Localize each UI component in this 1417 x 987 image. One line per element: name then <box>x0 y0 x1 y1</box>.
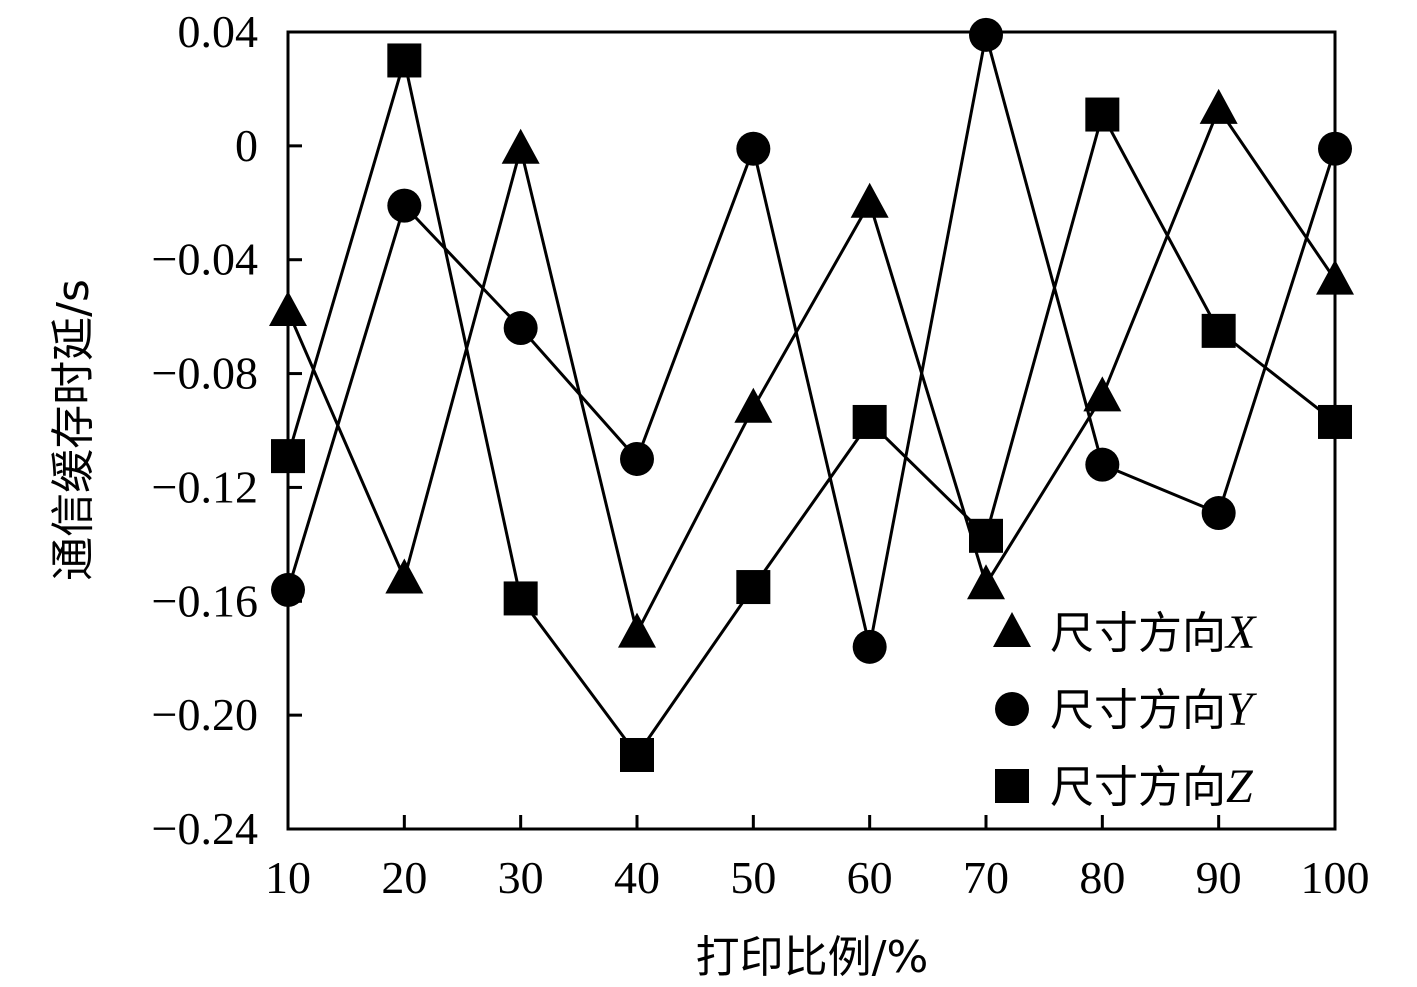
legend-marker-x <box>993 612 1031 647</box>
y-tick-label: −0.24 <box>152 803 258 854</box>
plot-frame <box>286 30 1337 831</box>
legend-label-y: 尺寸方向Y <box>1050 683 1257 736</box>
legend-item-x: 尺寸方向X <box>993 606 1257 659</box>
legend-label-x: 尺寸方向X <box>1050 606 1257 659</box>
y-tick-label: −0.20 <box>152 689 258 740</box>
x-axis-ticks: 10 20 30 40 50 60 70 80 90 100 <box>265 815 1370 903</box>
legend-label-var: Z <box>1226 760 1254 813</box>
legend-label-z: 尺寸方向Z <box>1050 760 1254 813</box>
series-z-point <box>736 570 771 605</box>
x-tick-label: 70 <box>963 852 1009 903</box>
legend-item-z: 尺寸方向Z <box>995 760 1254 813</box>
series-x-point <box>850 182 889 218</box>
x-tick-label: 40 <box>614 852 660 903</box>
series-y-point <box>1085 447 1120 482</box>
legend-label-name: 尺寸方向 <box>1050 762 1226 813</box>
series-x-line <box>286 105 1337 637</box>
y-tick-label: −0.04 <box>152 234 258 285</box>
x-axis-title: 打印比例/% <box>696 932 929 983</box>
series-y-point <box>1201 496 1236 531</box>
series-layer <box>269 17 1354 772</box>
legend-marker-y <box>995 692 1029 726</box>
series-x-point <box>385 558 424 594</box>
y-tick-label: −0.08 <box>152 348 258 399</box>
series-z-point <box>1085 97 1120 132</box>
x-tick-label: 80 <box>1079 852 1125 903</box>
series-y-point <box>620 441 654 476</box>
series-x <box>269 88 1354 648</box>
series-z-point <box>620 737 654 772</box>
series-z-point <box>503 581 538 616</box>
y-axis-ticks: 0.04 0 −0.04 −0.08 −0.12 −0.16 −0.20 −0.24 <box>152 6 302 854</box>
series-y-line <box>286 34 1337 648</box>
legend-label-var: X <box>1224 606 1257 659</box>
series-x-point <box>1199 88 1238 124</box>
x-tick-label: 100 <box>1301 852 1370 903</box>
series-y <box>271 17 1352 664</box>
x-tick-label: 90 <box>1196 852 1242 903</box>
legend-item-y: 尺寸方向Y <box>995 683 1257 736</box>
x-tick-label: 20 <box>381 852 427 903</box>
x-tick-label: 50 <box>730 852 776 903</box>
series-z <box>271 43 1352 772</box>
series-z-line <box>286 60 1336 758</box>
series-x-point <box>1083 376 1122 412</box>
y-tick-label: 0 <box>235 120 258 171</box>
series-y-point <box>503 311 538 346</box>
legend-marker-z <box>995 769 1029 803</box>
y-tick-label: 0.04 <box>178 6 259 57</box>
x-tick-label: 30 <box>498 852 544 903</box>
legend-label-name: 尺寸方向 <box>1050 685 1226 736</box>
x-tick-label: 10 <box>265 852 311 903</box>
series-z-point <box>387 43 422 78</box>
series-x-point <box>618 612 656 648</box>
series-y-point <box>387 188 422 223</box>
series-y-point <box>852 629 887 664</box>
y-tick-label: −0.12 <box>152 461 258 512</box>
legend-label-var: Y <box>1226 683 1257 736</box>
series-z-point <box>1201 313 1236 348</box>
series-x-point <box>734 387 773 423</box>
y-tick-label: −0.16 <box>152 575 258 626</box>
series-z-point <box>969 518 1003 553</box>
series-x-point <box>967 564 1005 600</box>
series-x-point <box>501 128 540 164</box>
series-z-point <box>852 404 887 439</box>
legend-label-name: 尺寸方向 <box>1050 608 1226 659</box>
series-y-point <box>736 131 771 166</box>
series-y-point <box>969 17 1003 52</box>
y-axis-title: 通信缓存时延/s <box>48 279 99 581</box>
x-tick-label: 60 <box>847 852 893 903</box>
